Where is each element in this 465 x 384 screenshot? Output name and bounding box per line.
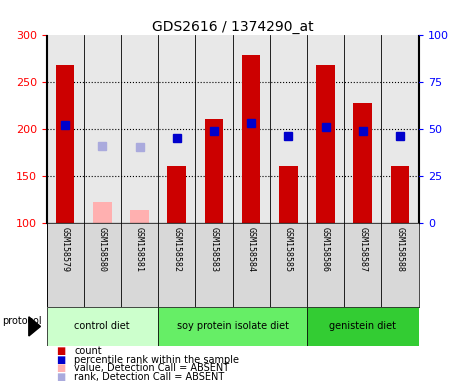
Text: ■: ■ <box>56 346 65 356</box>
Bar <box>242 55 260 223</box>
Text: percentile rank within the sample: percentile rank within the sample <box>74 355 239 365</box>
Text: GSM158579: GSM158579 <box>60 227 70 272</box>
Text: GSM158585: GSM158585 <box>284 227 293 272</box>
Text: genistein diet: genistein diet <box>329 321 396 331</box>
Bar <box>316 65 335 223</box>
Text: rank, Detection Call = ABSENT: rank, Detection Call = ABSENT <box>74 372 225 382</box>
Bar <box>158 307 307 346</box>
Text: GSM158581: GSM158581 <box>135 227 144 272</box>
Text: soy protein isolate diet: soy protein isolate diet <box>177 321 288 331</box>
Text: GSM158587: GSM158587 <box>358 227 367 272</box>
Bar <box>391 166 409 223</box>
Bar <box>167 166 186 223</box>
Text: ■: ■ <box>56 355 65 365</box>
Bar <box>205 119 223 223</box>
Text: ■: ■ <box>56 372 65 382</box>
FancyArrow shape <box>29 317 40 336</box>
Bar <box>93 202 112 223</box>
Text: GSM158583: GSM158583 <box>209 227 219 272</box>
Title: GDS2616 / 1374290_at: GDS2616 / 1374290_at <box>152 20 313 33</box>
Bar <box>56 65 74 223</box>
Text: protocol: protocol <box>2 316 42 326</box>
Text: GSM158580: GSM158580 <box>98 227 107 272</box>
Text: GSM158588: GSM158588 <box>395 227 405 272</box>
Bar <box>353 103 372 223</box>
Text: count: count <box>74 346 102 356</box>
Bar <box>46 307 158 346</box>
Bar <box>130 210 149 223</box>
Text: GSM158586: GSM158586 <box>321 227 330 272</box>
Text: ■: ■ <box>56 363 65 373</box>
Text: control diet: control diet <box>74 321 130 331</box>
Bar <box>279 166 298 223</box>
Text: GSM158582: GSM158582 <box>172 227 181 272</box>
Text: GSM158584: GSM158584 <box>246 227 256 272</box>
Text: value, Detection Call = ABSENT: value, Detection Call = ABSENT <box>74 363 230 373</box>
Bar <box>307 307 418 346</box>
